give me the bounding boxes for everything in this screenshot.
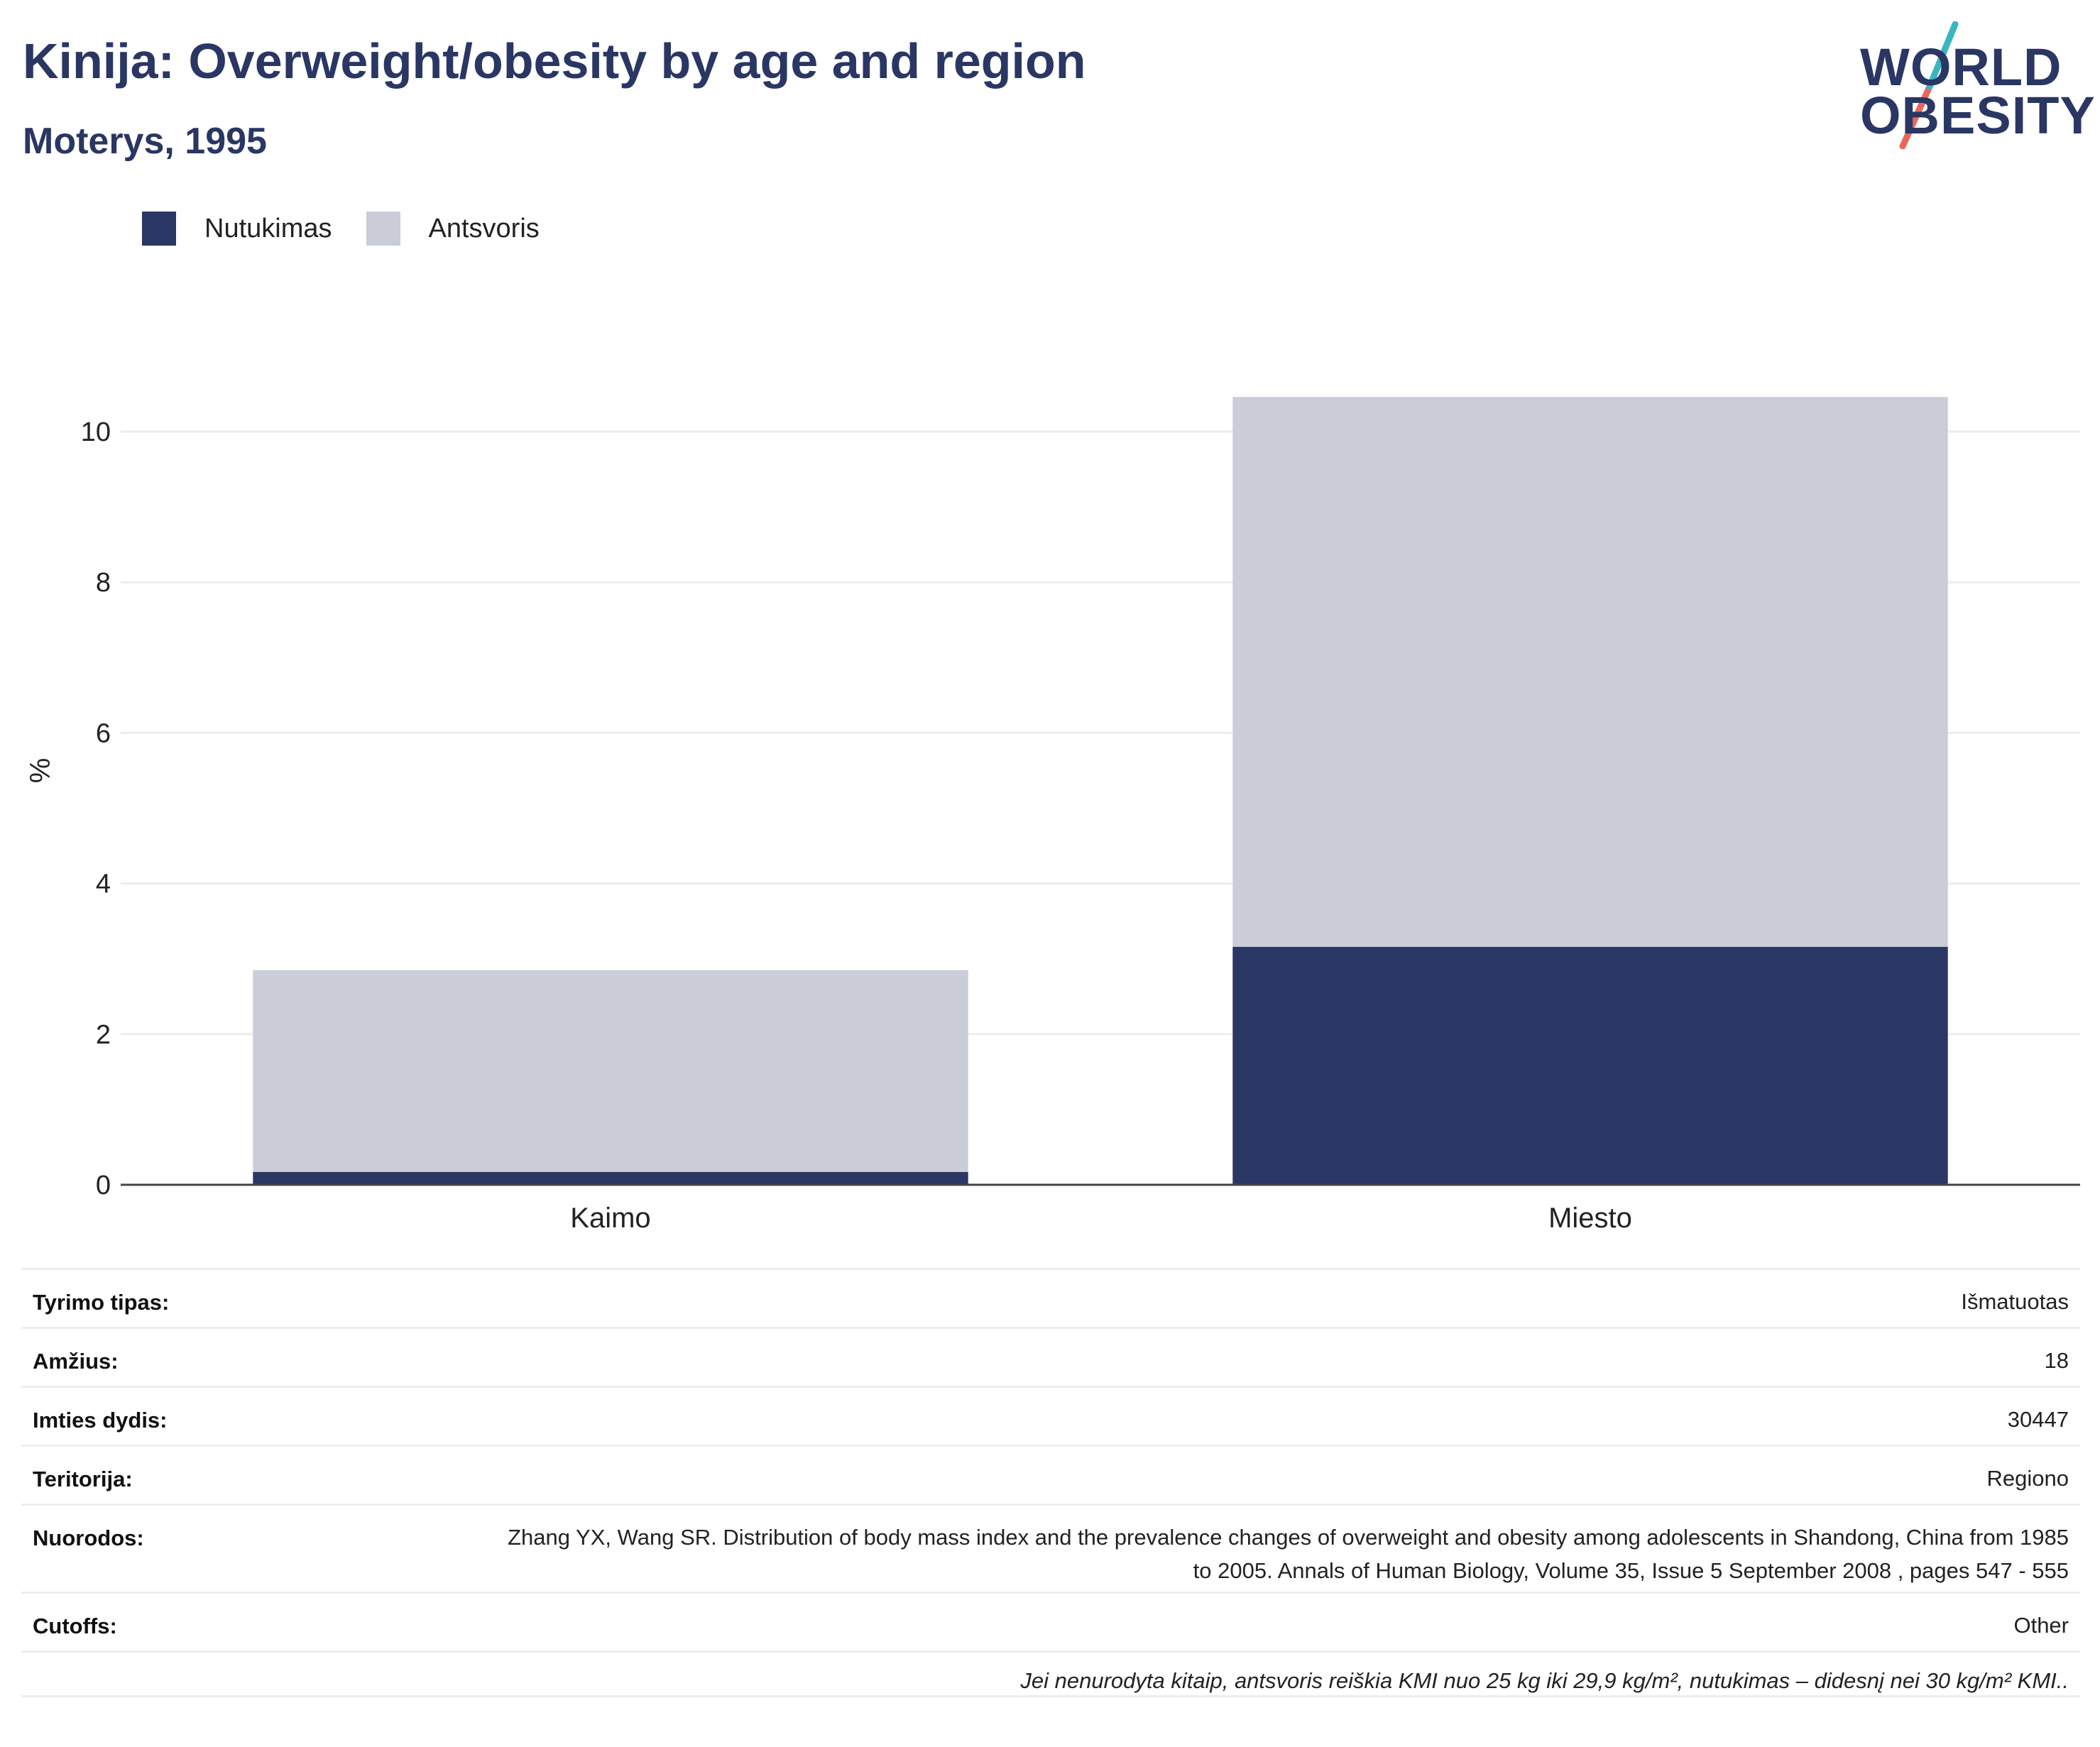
- info-value: Other: [2013, 1613, 2069, 1638]
- info-value: 30447: [2007, 1407, 2069, 1432]
- legend-label-obesity: Nutukimas: [204, 213, 332, 243]
- x-tick-label: Miesto: [1548, 1203, 1632, 1234]
- info-label: Imties dydis:: [33, 1408, 168, 1433]
- info-row-territory: Teritorija: Regiono: [21, 1445, 2080, 1504]
- info-label: Amžius:: [33, 1349, 119, 1374]
- bar-chart: 0 2 4 6 8 10% Kaimo Miesto: [25, 397, 2080, 1234]
- info-label: Cutoffs:: [33, 1614, 117, 1638]
- bar-segment-obesity: [253, 1171, 968, 1185]
- info-row-references: Nuorodos: Zhang YX, Wang SR. Distributio…: [21, 1504, 2080, 1592]
- reference-citation: Zhang YX, Wang SR. Distribution of body …: [508, 1525, 2069, 1583]
- info-row-study-type: Tyrimo tipas: Išmatuotas: [21, 1268, 2080, 1327]
- info-row-note: Jei nenurodyta kitaip, antsvoris reiškia…: [21, 1650, 2080, 1697]
- chart-title: Kinija: Overweight/obesity by age and re…: [23, 33, 1086, 89]
- y-tick-label: 6: [96, 718, 111, 748]
- legend-item-obesity[interactable]: Nutukimas: [142, 212, 332, 246]
- info-row-cutoffs: Cutoffs: Other: [21, 1592, 2080, 1650]
- bar-segment-overweight: [253, 970, 968, 1172]
- y-tick-label: 8: [96, 568, 111, 598]
- bar-segment-obesity: [1232, 946, 1948, 1185]
- info-row-age: Amžius: 18: [21, 1327, 2080, 1386]
- legend-swatch-obesity: [142, 212, 176, 246]
- y-tick-label: 4: [96, 870, 111, 899]
- y-axis-label: %: [25, 758, 56, 784]
- y-tick-label: 10: [81, 417, 111, 447]
- x-tick-label: Kaimo: [570, 1203, 650, 1234]
- logo-slash-icon: [1899, 21, 1959, 149]
- y-tick-label: 2: [96, 1020, 111, 1050]
- logo-line-obesity: OBESITY: [1860, 86, 2096, 145]
- legend-label-overweight: Antsvoris: [428, 213, 540, 243]
- bar-segment-overweight: [1232, 397, 1948, 947]
- legend: Nutukimas Antsvoris: [142, 212, 574, 246]
- definition-note: Jei nenurodyta kitaip, antsvoris reiškia…: [1020, 1668, 2069, 1693]
- info-label: Tyrimo tipas:: [33, 1290, 170, 1315]
- info-value: 18: [2044, 1348, 2069, 1373]
- y-tick-label: 0: [96, 1171, 111, 1200]
- info-row-sample-size: Imties dydis: 30447: [21, 1386, 2080, 1445]
- info-value: Regiono: [1986, 1466, 2069, 1491]
- chart-subtitle: Moterys, 1995: [23, 121, 267, 162]
- info-label: Nuorodos:: [33, 1526, 144, 1550]
- world-obesity-logo: WORLD OBESITY: [1846, 21, 2095, 149]
- info-label: Teritorija:: [33, 1467, 133, 1491]
- info-value: Išmatuotas: [1961, 1289, 2069, 1314]
- legend-item-overweight[interactable]: Antsvoris: [366, 212, 540, 246]
- legend-swatch-overweight: [366, 212, 400, 246]
- info-table: Tyrimo tipas: Išmatuotas Amžius: 18 Imti…: [21, 1268, 2080, 1697]
- logo-line-world: WORLD: [1860, 38, 2062, 97]
